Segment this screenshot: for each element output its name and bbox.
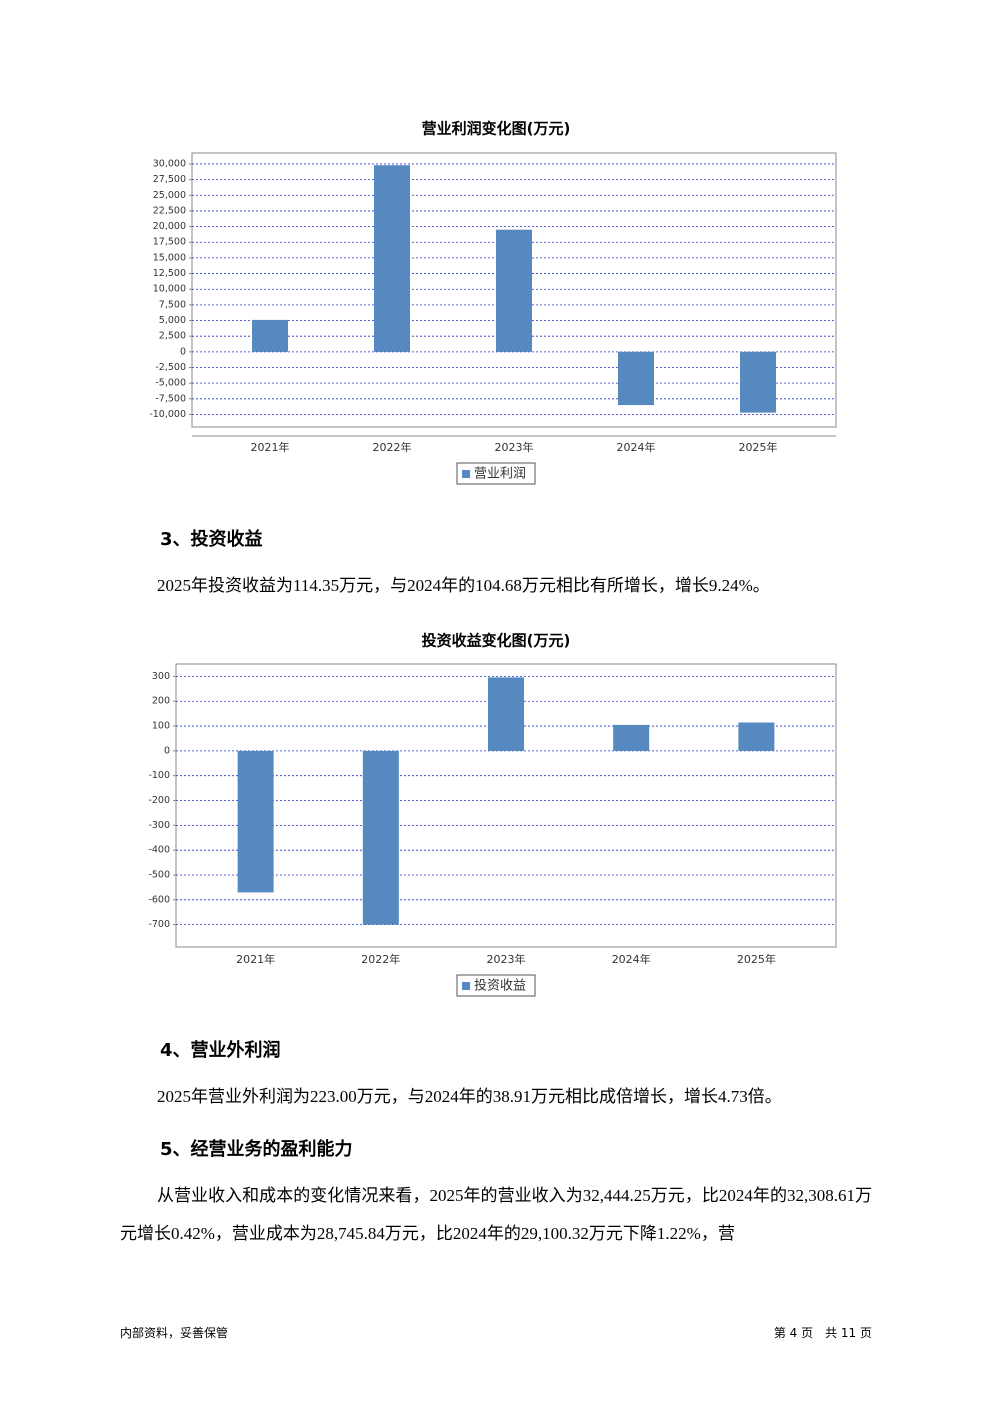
x-tick-label: 2021年 bbox=[236, 952, 275, 966]
y-tick-label: -400 bbox=[148, 845, 170, 856]
y-tick-label: 22,500 bbox=[153, 205, 186, 216]
y-tick-label: -200 bbox=[148, 795, 170, 806]
paragraph: 2025年营业外利润为223.00万元，与2024年的38.91万元相比成倍增长… bbox=[157, 1087, 782, 1106]
y-tick-label: 20,000 bbox=[153, 221, 186, 232]
y-tick-label: 15,000 bbox=[153, 252, 186, 263]
y-tick-label: 100 bbox=[152, 721, 170, 732]
x-tick-label: 2025年 bbox=[737, 952, 776, 966]
paragraph: 从营业收入和成本的变化情况来看，2025年的营业收入为32,444.25万元，比… bbox=[120, 1186, 872, 1243]
y-tick-label: 30,000 bbox=[153, 158, 186, 169]
y-tick-label: 5,000 bbox=[159, 315, 186, 326]
y-tick-label: 0 bbox=[180, 346, 186, 357]
x-tick-label: 2022年 bbox=[361, 952, 400, 966]
bar bbox=[740, 351, 776, 413]
bar bbox=[488, 677, 524, 751]
y-tick-label: 17,500 bbox=[153, 237, 186, 248]
y-tick-label: -5,000 bbox=[155, 378, 186, 389]
y-tick-label: 2,500 bbox=[159, 331, 186, 342]
y-tick-label: 7,500 bbox=[159, 299, 186, 310]
footer-right: 第 4 页 共 11 页 bbox=[773, 1326, 872, 1340]
legend-label: 营业利润 bbox=[474, 467, 526, 482]
legend-swatch bbox=[462, 982, 470, 990]
x-tick-label: 2024年 bbox=[612, 952, 651, 966]
bar bbox=[362, 750, 399, 925]
bar bbox=[738, 722, 775, 751]
y-tick-label: 12,500 bbox=[153, 268, 186, 279]
section-heading: 3、投资收益 bbox=[160, 529, 263, 550]
y-tick-label: 200 bbox=[152, 696, 170, 707]
y-tick-label: -10,000 bbox=[149, 409, 186, 420]
y-tick-label: -2,500 bbox=[155, 362, 186, 373]
legend-box bbox=[456, 974, 536, 997]
y-tick-label: 0 bbox=[164, 745, 170, 756]
x-tick-label: 2022年 bbox=[373, 440, 412, 454]
bar bbox=[252, 319, 288, 352]
bar bbox=[374, 165, 410, 352]
x-tick-label: 2024年 bbox=[617, 440, 656, 454]
paragraph: 2025年投资收益为114.35万元，与2024年的104.68万元相比有所增长… bbox=[157, 576, 770, 595]
y-tick-label: -500 bbox=[148, 870, 170, 881]
y-tick-label: -100 bbox=[148, 770, 170, 781]
y-tick-label: -300 bbox=[148, 820, 170, 831]
x-tick-label: 2023年 bbox=[495, 440, 534, 454]
x-tick-label: 2021年 bbox=[251, 440, 290, 454]
y-tick-label: 27,500 bbox=[153, 174, 186, 185]
legend-swatch bbox=[462, 470, 470, 478]
legend-box bbox=[456, 462, 536, 485]
chart-title: 营业利润变化图(万元) bbox=[422, 120, 571, 138]
bar bbox=[496, 229, 532, 352]
y-tick-label: 25,000 bbox=[153, 190, 186, 201]
x-tick-label: 2023年 bbox=[487, 952, 526, 966]
y-tick-label: -7,500 bbox=[155, 393, 186, 404]
y-tick-label: -600 bbox=[148, 894, 170, 905]
y-tick-label: 10,000 bbox=[153, 284, 186, 295]
bar bbox=[618, 351, 654, 406]
section-heading: 4、营业外利润 bbox=[160, 1040, 281, 1061]
footer-left: 内部资料，妥善保管 bbox=[120, 1326, 229, 1340]
x-tick-label: 2025年 bbox=[739, 440, 778, 454]
bar bbox=[613, 724, 650, 751]
y-tick-label: 300 bbox=[152, 671, 170, 682]
legend-label: 投资收益 bbox=[474, 978, 526, 994]
bar bbox=[237, 750, 274, 893]
section-heading: 5、经营业务的盈利能力 bbox=[160, 1139, 353, 1160]
y-tick-label: -700 bbox=[148, 919, 170, 930]
chart-title: 投资收益变化图(万元) bbox=[422, 632, 571, 650]
